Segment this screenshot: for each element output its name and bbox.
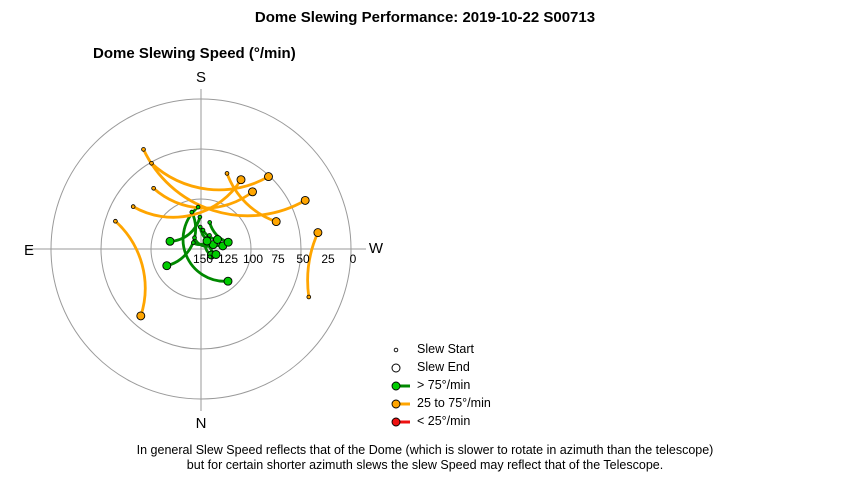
radial-tick-label: 25	[321, 252, 335, 266]
footer-line-2: but for certain shorter azimuth slews th…	[186, 458, 664, 472]
legend-symbol-medium	[391, 399, 410, 409]
chart-title: Dome Slewing Speed (°/min)	[93, 45, 296, 62]
slew-end-marker	[202, 236, 212, 246]
slew-start-marker	[151, 186, 156, 191]
slew-start-marker	[130, 204, 136, 209]
legend-label-medium: 25 to 75°/min	[417, 396, 491, 410]
legend-label-slew-end: Slew End	[417, 360, 470, 374]
slew-start-marker	[207, 220, 213, 225]
slew-end-marker	[165, 236, 175, 246]
footer-note: In general Slew Speed reflects that of t…	[0, 443, 850, 473]
radial-tick-label: 0	[350, 252, 357, 266]
polar-grid	[26, 89, 366, 411]
slew-start-marker	[306, 294, 312, 300]
radial-tick-label: 150	[193, 252, 213, 266]
slew-start-marker	[113, 218, 118, 224]
slew-start-marker	[207, 233, 212, 238]
slew-start-marker	[149, 161, 154, 166]
slew-arc-medium	[225, 172, 277, 223]
slew-end-marker	[213, 235, 222, 244]
slew-arc-medium	[114, 220, 147, 317]
slew-arc-fast	[181, 206, 229, 283]
slew-end-marker	[223, 276, 233, 286]
slew-end-marker	[248, 187, 257, 197]
compass-label-top: S	[196, 69, 206, 86]
compass-label-left: E	[24, 242, 34, 259]
radial-tick-label: 75	[271, 252, 285, 266]
slew-start-marker	[200, 227, 206, 233]
compass-label-right: W	[369, 240, 384, 257]
slew-markers	[113, 147, 323, 321]
slew-start-marker	[195, 204, 201, 210]
slew-arc-medium	[132, 178, 243, 219]
slew-arcs	[114, 148, 320, 317]
slew-start-marker	[197, 214, 203, 220]
slew-end-marker	[264, 172, 273, 182]
slew-end-marker	[313, 228, 323, 238]
slew-arc-medium	[142, 148, 306, 218]
slew-arc-fast	[166, 211, 198, 268]
slew-start-marker	[189, 209, 195, 215]
slew-start-marker	[192, 235, 197, 241]
slew-end-marker	[162, 261, 172, 271]
legend-symbol-fast	[391, 381, 410, 391]
legend-label-fast: > 75°/min	[417, 378, 471, 392]
slew-start-marker	[197, 224, 203, 230]
legend-label-slow: < 25°/min	[417, 414, 471, 428]
axis-labels: 150 125 100 75 50 25 0 S N E W	[24, 69, 384, 432]
slew-arc-medium	[306, 232, 320, 298]
legend-symbol-slow	[391, 417, 410, 427]
legend-symbol-slew-start	[393, 347, 399, 353]
page-title: Dome Slewing Performance: 2019-10-22 S00…	[254, 9, 596, 26]
radial-tick-label: 50	[296, 252, 310, 266]
slew-end-marker	[236, 175, 246, 185]
radial-tick-label: 125	[218, 252, 238, 266]
slew-end-marker	[223, 237, 233, 247]
compass-label-bottom: N	[196, 415, 207, 432]
slew-arc-medium	[150, 162, 270, 192]
slew-start-marker	[191, 240, 196, 245]
slew-start-marker	[141, 147, 146, 152]
radial-tick-label: 100	[243, 252, 263, 266]
slew-start-marker	[224, 171, 230, 176]
legend-symbol-slew-end	[391, 363, 401, 373]
footer-line-1: In general Slew Speed reflects that of t…	[136, 443, 714, 457]
slew-end-marker	[136, 311, 146, 321]
slew-end-marker	[300, 195, 310, 205]
legend-label-slew-start: Slew Start	[417, 342, 474, 356]
slew-end-marker	[211, 250, 221, 259]
slew-end-marker	[271, 217, 281, 227]
